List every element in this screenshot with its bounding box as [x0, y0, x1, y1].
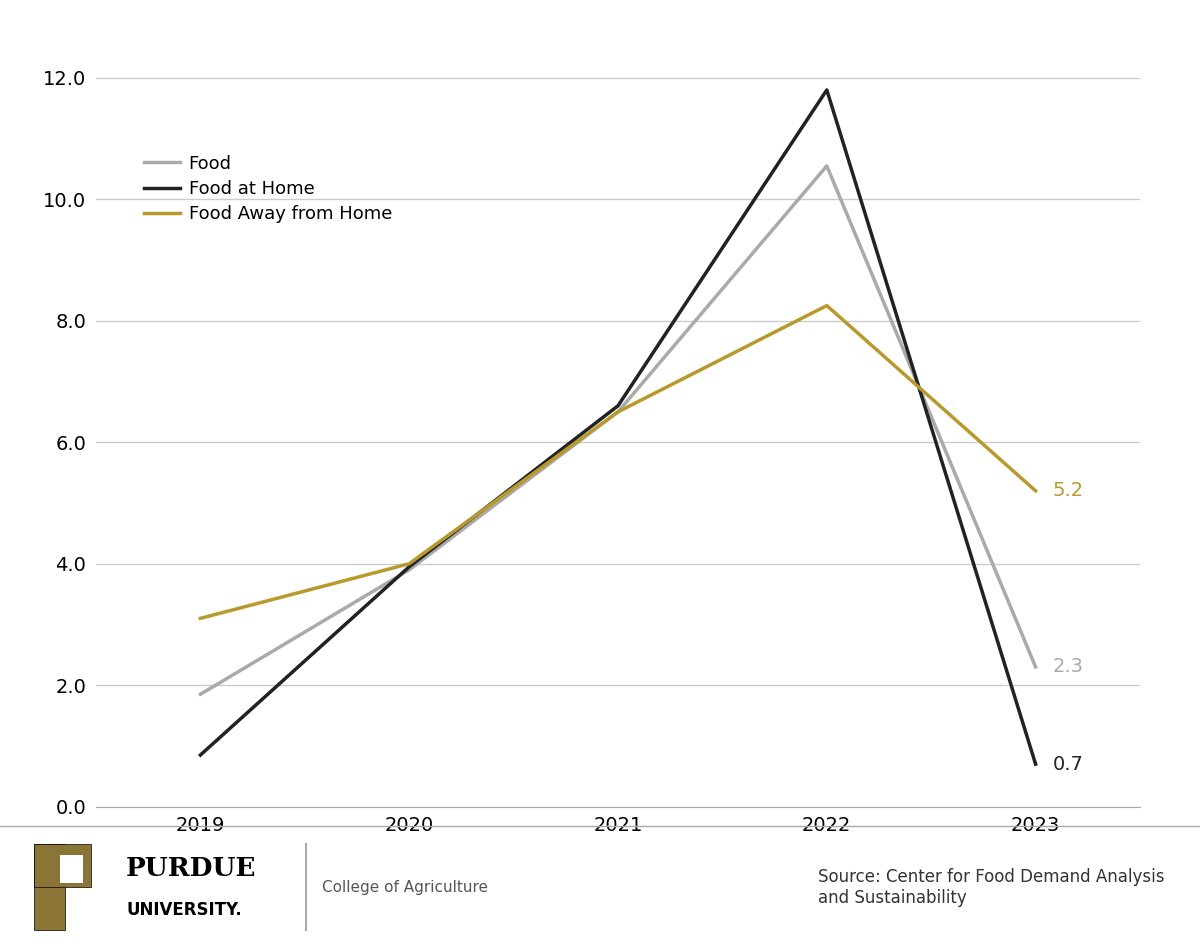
- Text: College of Agriculture: College of Agriculture: [322, 880, 487, 895]
- Text: Source: Center for Food Demand Analysis
and Sustainability: Source: Center for Food Demand Analysis …: [817, 868, 1164, 906]
- Text: 5.2: 5.2: [1052, 481, 1084, 500]
- Text: UNIVERSITY.: UNIVERSITY.: [126, 901, 241, 919]
- Text: 0.7: 0.7: [1052, 754, 1084, 773]
- Text: 2.3: 2.3: [1052, 658, 1084, 677]
- FancyBboxPatch shape: [34, 845, 91, 887]
- Legend: Food, Food at Home, Food Away from Home: Food, Food at Home, Food Away from Home: [137, 148, 400, 231]
- FancyBboxPatch shape: [60, 855, 83, 883]
- FancyBboxPatch shape: [34, 845, 65, 930]
- Text: PURDUE: PURDUE: [126, 856, 257, 882]
